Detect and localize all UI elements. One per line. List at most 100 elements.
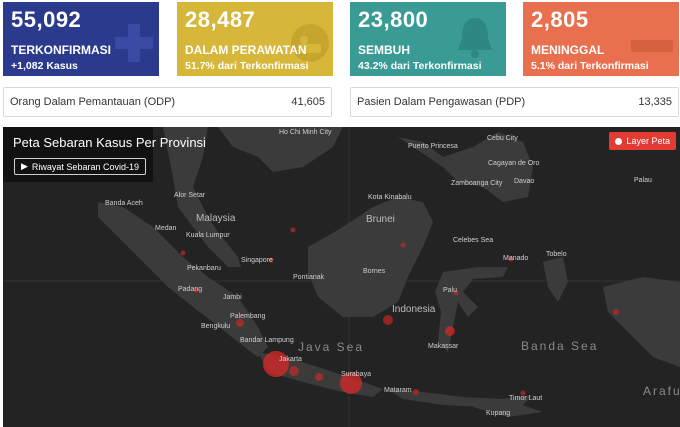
- land-malay-peninsula: [163, 127, 241, 267]
- region-label: Banda Sea: [521, 339, 598, 353]
- city-label: Jambi: [223, 294, 242, 301]
- city-label: Padang: [178, 286, 202, 293]
- stat-value: 23,800: [358, 7, 429, 32]
- stat-sub: 51.7% dari Terkonfirmasi: [185, 60, 309, 72]
- stat-card-deceased: 2,805 MENINGGAL 5.1% dari Terkonfirmasi: [523, 2, 679, 76]
- city-label: Palu: [443, 287, 457, 294]
- case-bubble-papua[interactable]: [613, 309, 619, 315]
- case-bubble-riau[interactable]: [268, 257, 274, 263]
- pdp-box: Pasien Dalam Pengawasan (PDP) 13,335: [350, 87, 679, 117]
- case-bubble-jateng[interactable]: [315, 373, 323, 381]
- city-label: Puerto Princesa: [408, 143, 458, 150]
- stat-value: 2,805: [531, 7, 589, 32]
- city-label: Bornes: [363, 268, 386, 275]
- city-label: Manado: [503, 255, 528, 262]
- city-label: Palembang: [230, 313, 266, 320]
- plus-icon: [115, 24, 153, 62]
- city-label: Davao: [514, 178, 534, 185]
- stat-sub: 43.2% dari Terkonfirmasi: [358, 60, 482, 72]
- case-bubble-kalsel[interactable]: [383, 315, 393, 325]
- city-label: Cebu City: [487, 135, 518, 142]
- map-canvas[interactable]: Ho Chi Minh City Puerto Princesa Cebu Ci…: [3, 127, 680, 427]
- region-labels: Malaysia Brunei Indonesia Java Sea Banda…: [196, 213, 680, 398]
- city-label: Kuala Lumpur: [186, 232, 230, 239]
- city-label: Zamboanga City: [451, 180, 503, 187]
- odp-box: Orang Dalam Pemantauan (ODP) 41,605: [3, 87, 332, 117]
- city-label: Timor Laut: [509, 395, 542, 402]
- city-label: Singapore: [241, 257, 273, 264]
- land-lesser-sunda: [388, 389, 533, 407]
- minus-icon: [631, 40, 673, 52]
- history-button[interactable]: ▶ Riwayat Sebaran Covid-19: [14, 158, 146, 175]
- case-bubble-palembang[interactable]: [236, 319, 244, 327]
- case-bubble-makassar[interactable]: [445, 326, 455, 336]
- city-label: Surabaya: [341, 371, 371, 378]
- play-icon: ▶: [21, 161, 28, 171]
- layer-button-label: Layer Peta: [626, 136, 670, 146]
- region-label: Indonesia: [392, 304, 436, 315]
- stat-label: TERKONFIRMASI: [11, 43, 111, 57]
- land-sumatra: [98, 202, 268, 357]
- city-label: Pontianak: [293, 274, 325, 281]
- land-sulawesi: [435, 267, 508, 352]
- case-bubble-sulut[interactable]: [508, 256, 514, 262]
- case-bubble-kalbar[interactable]: [290, 227, 296, 233]
- stat-label: DALAM PERAWATAN: [185, 43, 307, 57]
- case-map[interactable]: Ho Chi Minh City Puerto Princesa Cebu Ci…: [3, 127, 680, 427]
- patient-bed-icon: [291, 24, 329, 62]
- pdp-value: 13,335: [638, 96, 672, 108]
- city-labels: Ho Chi Minh City Puerto Princesa Cebu Ci…: [105, 129, 652, 417]
- city-label: Ho Chi Minh City: [279, 129, 332, 136]
- stat-card-confirmed: 55,092 TERKONFIRMASI +1,082 Kasus: [3, 2, 159, 76]
- case-bubbles[interactable]: [180, 227, 620, 396]
- stat-card-treated: 28,487 DALAM PERAWATAN 51.7% dari Terkon…: [177, 2, 333, 76]
- city-label: Kupang: [486, 410, 510, 417]
- stat-sub: 5.1% dari Terkonfirmasi: [531, 60, 649, 72]
- land-timor: [473, 402, 543, 417]
- case-bubble-ntt[interactable]: [520, 390, 526, 396]
- stat-value: 28,487: [185, 7, 256, 32]
- land-indochina: [218, 127, 343, 172]
- case-bubble-sumut[interactable]: [180, 250, 186, 256]
- city-label: Alor Setar: [174, 192, 206, 199]
- land-philippines: [398, 132, 533, 202]
- map-info-panel: Peta Sebaran Kasus Per Provinsi ▶ Riwaya…: [3, 127, 206, 182]
- region-label: Brunei: [366, 214, 395, 225]
- region-label: Celebes Sea: [453, 237, 493, 244]
- city-label: Medan: [155, 225, 177, 232]
- case-bubble-kaltara[interactable]: [400, 242, 406, 248]
- stat-value: 55,092: [11, 7, 82, 32]
- bell-icon: [458, 18, 492, 58]
- case-bubble-jakarta[interactable]: [263, 351, 289, 377]
- case-bubble-surabaya[interactable]: [340, 372, 362, 394]
- city-label: Palau: [634, 177, 652, 184]
- city-label: Banda Aceh: [105, 200, 143, 207]
- land-maluku: [543, 257, 568, 302]
- map-title: Peta Sebaran Kasus Per Provinsi: [13, 135, 206, 150]
- city-label: Mataram: [384, 387, 412, 394]
- city-label: Bengkulu: [201, 323, 230, 330]
- layer-button[interactable]: Layer Peta: [609, 132, 676, 150]
- case-bubble-ntb[interactable]: [413, 389, 419, 395]
- city-label: Tobelo: [546, 251, 567, 258]
- city-label: Makassar: [428, 343, 459, 350]
- odp-label: Orang Dalam Pemantauan (ODP): [10, 96, 176, 108]
- layer-icon: [615, 137, 623, 145]
- stat-label: MENINGGAL: [531, 43, 605, 57]
- land-papua: [603, 277, 680, 367]
- stat-label: SEMBUH: [358, 43, 411, 57]
- odp-value: 41,605: [291, 96, 325, 108]
- city-label: Jakarta: [279, 356, 302, 363]
- region-label: Malaysia: [196, 213, 236, 224]
- land-borneo: [308, 197, 433, 317]
- city-label: Kota Kinabalu: [368, 194, 412, 201]
- case-bubble-sulteng[interactable]: [453, 290, 459, 296]
- stat-card-recovered: 23,800 SEMBUH 43.2% dari Terkonfirmasi: [350, 2, 506, 76]
- pdp-label: Pasien Dalam Pengawasan (PDP): [357, 96, 526, 108]
- history-button-label: Riwayat Sebaran Covid-19: [31, 161, 139, 172]
- city-label: Bandar Lampung: [240, 337, 294, 344]
- stat-sub: +1,082 Kasus: [11, 60, 78, 72]
- region-label: Arafura Sea: [643, 384, 680, 398]
- case-bubble-jabar[interactable]: [289, 366, 299, 376]
- case-bubble-sumbar[interactable]: [193, 287, 199, 293]
